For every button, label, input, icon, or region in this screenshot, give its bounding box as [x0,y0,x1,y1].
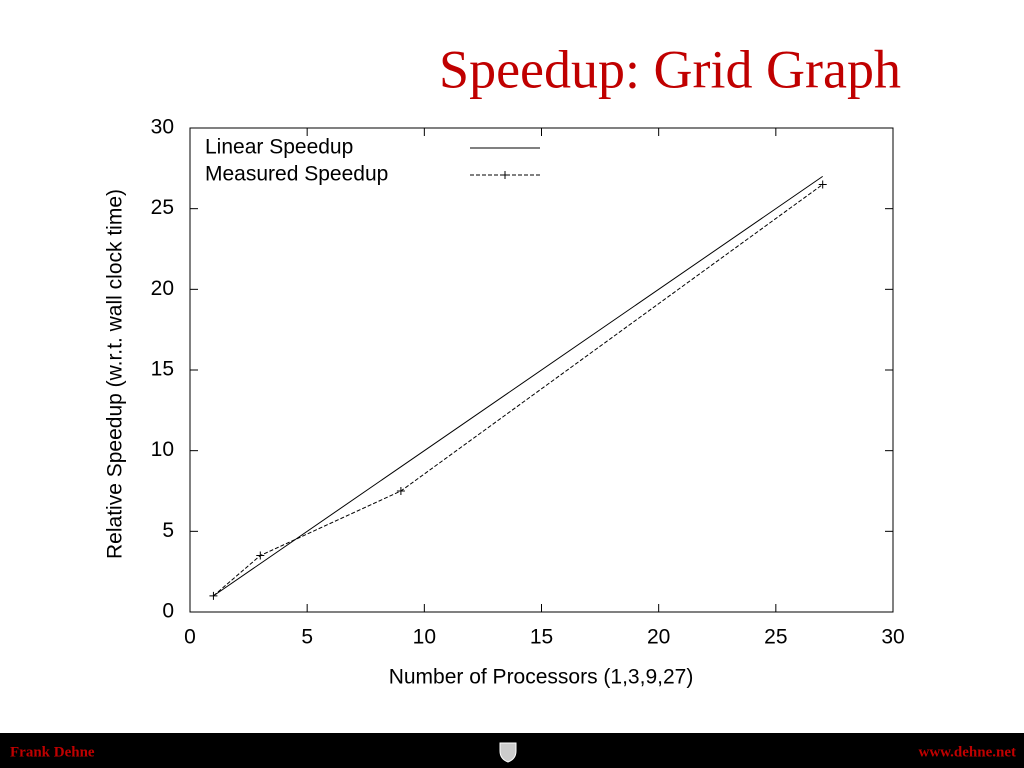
y-axis-label: Relative Speedup (w.r.t. wall clock time… [104,189,127,559]
x-tick-label: 25 [764,626,787,649]
point-marker [396,487,405,495]
y-tick-label: 25 [151,196,174,219]
x-tick-label: 0 [184,626,196,649]
y-tick-label: 15 [151,358,174,381]
legend-label: Linear Speedup [205,136,353,159]
slide-title: Speedup: Grid Graph [439,39,901,99]
series-line [213,184,823,597]
footer-logo [499,742,517,763]
footer-right: www.dehne.net [918,744,1016,760]
x-tick-label: 15 [530,626,553,649]
legend-label: Measured Speedup [205,163,388,186]
point-marker [209,591,218,600]
y-tick-label: 5 [162,519,174,542]
x-tick-label: 30 [881,626,904,649]
y-tick-label: 20 [151,277,174,300]
y-tick-label: 30 [151,116,174,139]
point-marker [256,551,265,560]
y-tick-label: 0 [162,600,174,623]
x-tick-label: 5 [301,626,313,649]
x-axis-label: Number of Processors (1,3,9,27) [389,666,694,689]
x-tick-label: 10 [413,626,436,649]
y-tick-label: 10 [151,438,174,461]
point-marker [818,180,827,189]
series-line [213,175,823,597]
legend-marker [501,171,509,179]
footer-left: Frank Dehne [10,744,95,760]
x-tick-label: 20 [647,626,670,649]
